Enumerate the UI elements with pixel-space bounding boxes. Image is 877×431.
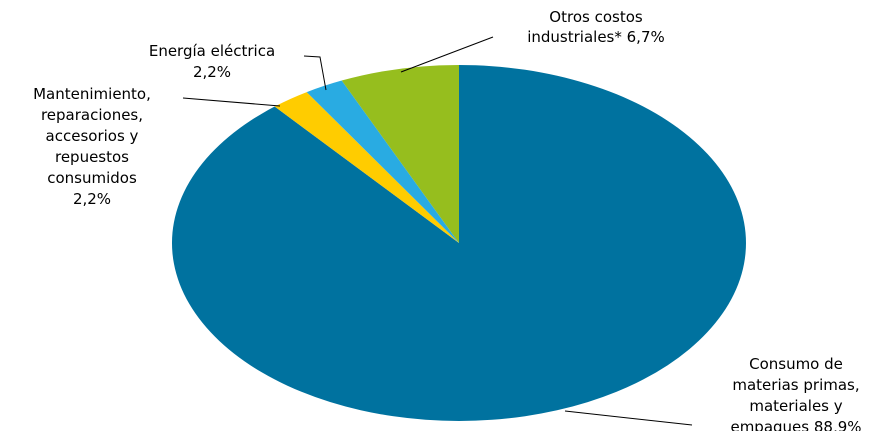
slice-label-line: empaques 88,9% <box>730 418 861 431</box>
slice-consumo-materias <box>171 65 746 421</box>
slice-label-line: Mantenimiento, <box>33 85 151 103</box>
slice-label-line: repuestos <box>55 148 129 166</box>
label-energia-electrica: Energía eléctrica 2,2% <box>149 42 275 81</box>
leader-line-otros-costos <box>400 36 494 73</box>
slice-label-line: Consumo de <box>749 355 843 373</box>
leader-lines <box>182 36 693 426</box>
leader-line-energia-electrica <box>303 55 327 91</box>
slice-label-line: Otros costos <box>549 8 643 26</box>
slice-labels: Consumo de materias primas, materiales y em… <box>33 8 861 431</box>
slice-label-line: materiales y <box>749 397 842 415</box>
slice-label-line: reparaciones, <box>41 106 143 124</box>
slice-energia-electrica <box>306 80 459 243</box>
slice-mantenimiento <box>274 92 459 243</box>
pie-slices <box>171 65 746 421</box>
label-consumo-materias: Consumo de materias primas, materiales y em… <box>730 355 861 431</box>
slice-label-line: accesorios y <box>46 127 139 145</box>
slice-label-line: materias primas, <box>732 376 859 394</box>
slice-label-line: Energía eléctrica <box>149 42 275 60</box>
leader-line-mantenimiento <box>182 97 281 107</box>
slice-label-line: 2,2% <box>73 190 111 208</box>
slice-label-line: consumidos <box>47 169 137 187</box>
slice-otros-costos <box>341 65 459 243</box>
label-otros-costos: Otros costos industriales* 6,7% <box>527 8 665 46</box>
leader-line-consumo-materias <box>564 410 693 426</box>
slice-label-line: industriales* 6,7% <box>527 28 665 46</box>
label-mantenimiento: Mantenimiento, reparaciones, accesorios y r… <box>33 85 151 208</box>
slice-label-line: 2,2% <box>193 63 231 81</box>
